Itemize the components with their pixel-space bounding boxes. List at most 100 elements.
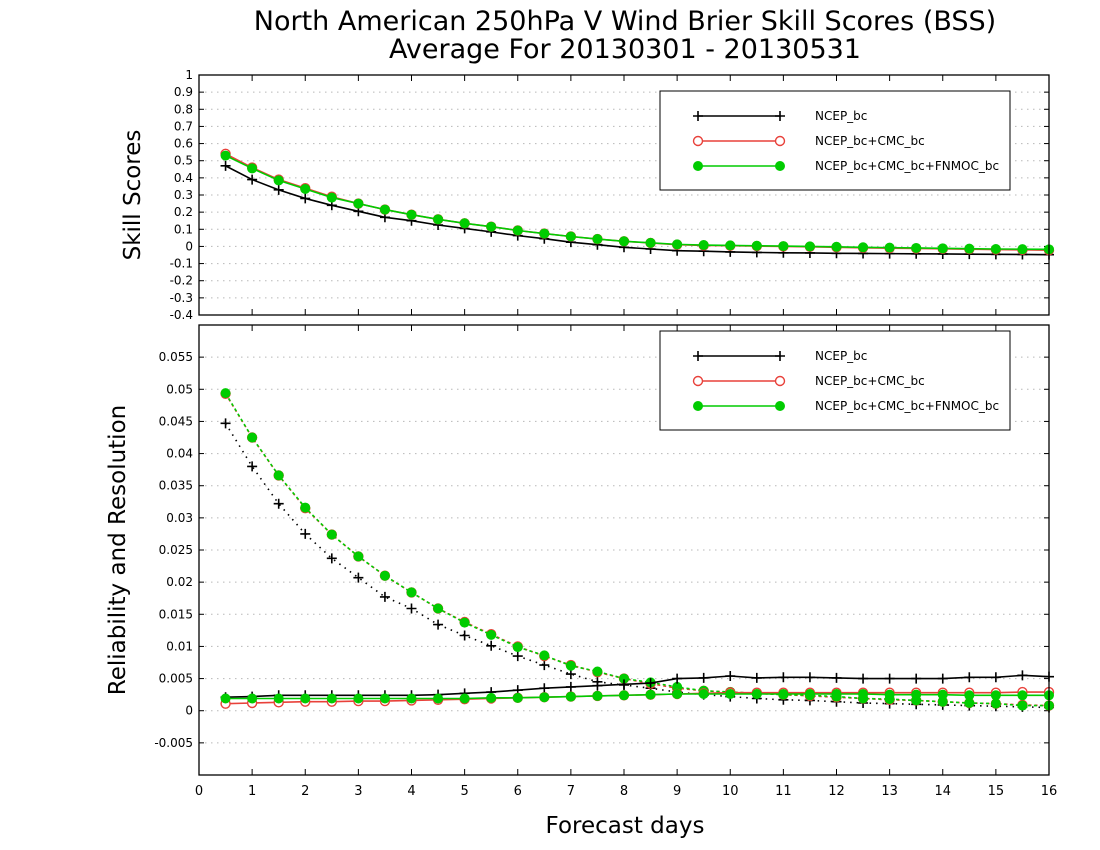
dot-marker [884, 242, 895, 253]
dot-marker [406, 693, 417, 704]
plus-marker [459, 630, 470, 641]
plus-marker [379, 591, 390, 602]
dot-marker [804, 689, 815, 699]
plus-marker [725, 671, 736, 681]
y-tick-label: 0.4 [174, 171, 193, 185]
dot-marker [725, 240, 736, 251]
ylabel-reliability-resolution: Reliability and Resolution [105, 405, 131, 695]
plus-marker [433, 619, 444, 630]
y-tick-label: 0.02 [166, 575, 193, 589]
plus-marker [247, 461, 258, 472]
dot-marker [220, 693, 231, 704]
dot-marker [406, 587, 417, 598]
dot-marker [964, 698, 975, 708]
plus-marker [693, 351, 703, 361]
dot-marker [937, 696, 948, 707]
plus-marker [937, 673, 948, 684]
plus-marker [619, 679, 629, 690]
plus-marker [300, 528, 311, 539]
dot-marker [937, 689, 948, 700]
y-tick-label: 0.05 [166, 382, 193, 396]
dot-marker [858, 242, 869, 253]
dot-marker [778, 689, 789, 699]
plus-marker [645, 678, 656, 689]
series-ncep-bc-cmc-bc-fnmoc-bc [220, 689, 1054, 704]
plus-marker [698, 672, 709, 683]
dot-marker [672, 239, 683, 250]
dot-marker [539, 228, 550, 239]
dot-marker [220, 388, 231, 399]
legend-label: NCEP_bc+CMC_bc+FNMOC_bc [815, 159, 999, 173]
legend-item-2: NCEP_bc+CMC_bc [692, 374, 925, 388]
dot-marker [512, 642, 523, 653]
dot-marker [804, 241, 815, 252]
dot-marker [698, 240, 709, 251]
chart-title-line1: North American 250hPa V Wind Brier Skill… [254, 6, 996, 37]
x-tick-label: 6 [514, 784, 522, 799]
legend-item-3: NCEP_bc+CMC_bc+FNMOC_bc [693, 159, 999, 173]
y-tick-label: -0.1 [170, 257, 193, 271]
plus-marker [831, 672, 842, 683]
plot-frame [198, 324, 1050, 776]
dot-marker [486, 221, 497, 232]
legend-item-3: NCEP_bc+CMC_bc+FNMOC_bc [693, 399, 999, 413]
y-tick-label: 0.6 [174, 137, 193, 151]
y-tick-label: 0.8 [174, 102, 193, 116]
dot-marker [619, 236, 629, 247]
chart-title-line2: Average For 20130301 - 20130531 [389, 34, 861, 65]
x-tick-label: 16 [1041, 784, 1058, 799]
dot-marker [592, 234, 603, 245]
legend-label: NCEP_bc [815, 109, 867, 123]
plus-marker [778, 672, 789, 683]
legend-label: NCEP_bc [815, 349, 867, 363]
plus-marker [1017, 670, 1028, 681]
plus-marker [539, 683, 550, 694]
dot-marker [884, 689, 895, 700]
dot-marker [539, 650, 550, 661]
plus-marker [775, 351, 785, 361]
plus-marker [565, 669, 576, 680]
dot-marker [433, 603, 444, 614]
circle-marker [692, 135, 704, 147]
y-tick-label: 0 [185, 239, 193, 253]
skill-scores-panel: -0.4 -0.3 -0.2 -0.1 0 0.1 0.2 0.3 0.4 0.5 0.6 0.7 0.… [170, 68, 1055, 322]
dot-marker [775, 401, 785, 411]
dot-marker [379, 693, 390, 704]
legend: NCEP_bc NCEP_bc+CMC_bc NCEP_bc+CMC_bc+FNMO… [659, 90, 1011, 191]
dot-marker [831, 241, 842, 252]
y-tick-label: -0.2 [170, 274, 193, 288]
dot-marker [1017, 690, 1028, 701]
dot-marker [725, 689, 736, 699]
dot-marker [273, 175, 284, 186]
x-tick-label: 10 [722, 784, 739, 799]
series-ncep-bc-cmc-bc-fnmoc-bc [220, 150, 1054, 255]
series-line [224, 422, 1050, 709]
plus-marker [884, 673, 895, 684]
dot-marker [353, 693, 364, 704]
plus-marker [858, 673, 869, 684]
dot-marker [247, 432, 258, 443]
dot-marker [592, 666, 603, 677]
x-tick-label: 15 [988, 784, 1005, 799]
dot-marker [459, 617, 470, 628]
y-tick-label: 0.025 [159, 543, 193, 557]
circle-marker [692, 375, 704, 387]
x-tick-label: 14 [934, 784, 951, 799]
series-line [224, 392, 1049, 707]
dot-marker [539, 692, 550, 703]
dot-marker [326, 529, 337, 540]
dot-marker [990, 690, 1001, 701]
circle-marker [774, 375, 786, 387]
dot-marker [937, 243, 948, 254]
x-tick-label: 7 [567, 784, 575, 799]
dot-marker [751, 689, 762, 699]
legend-item-1: NCEP_bc [693, 349, 867, 363]
dot-marker [273, 470, 284, 481]
plus-marker [964, 672, 975, 683]
plus-marker [990, 672, 1001, 683]
legend-label: NCEP_bc+CMC_bc+FNMOC_bc [815, 399, 999, 413]
plot-frame [198, 74, 1050, 316]
x-tick-label: 9 [673, 784, 681, 799]
y-tick-label: 0.03 [166, 511, 193, 525]
y-tick-label: 0.5 [174, 154, 193, 168]
